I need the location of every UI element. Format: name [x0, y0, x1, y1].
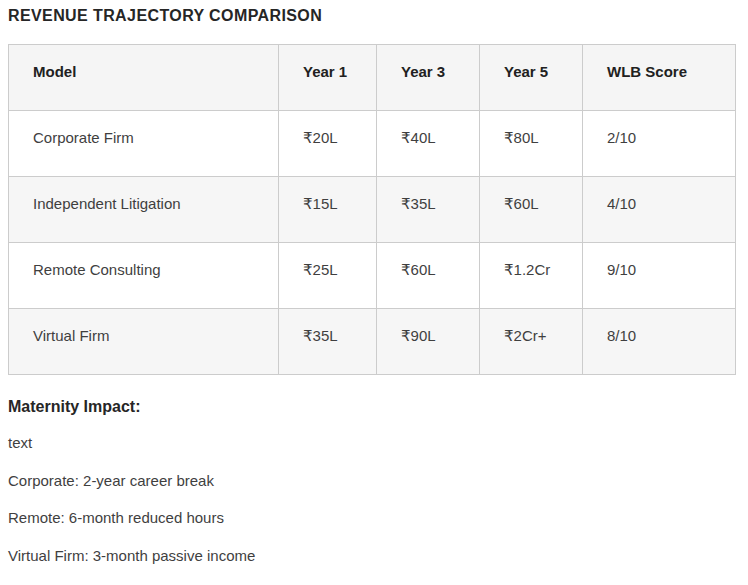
cell-wlb-score: 9/10 — [583, 243, 736, 309]
table-row: Virtual Firm ₹35L ₹90L ₹2Cr+ 8/10 — [9, 309, 736, 375]
cell-year5: ₹80L — [480, 111, 583, 177]
column-header-wlb-score: WLB Score — [583, 45, 736, 111]
column-header-year1: Year 1 — [279, 45, 377, 111]
table-body: Corporate Firm ₹20L ₹40L ₹80L 2/10 Indep… — [9, 111, 736, 375]
maternity-impact-heading: Maternity Impact: — [8, 397, 740, 417]
column-header-year5: Year 5 — [480, 45, 583, 111]
cell-year5: ₹2Cr+ — [480, 309, 583, 375]
column-header-year3: Year 3 — [377, 45, 480, 111]
table-row: Independent Litigation ₹15L ₹35L ₹60L 4/… — [9, 177, 736, 243]
cell-year1: ₹15L — [279, 177, 377, 243]
table-header: Model Year 1 Year 3 Year 5 WLB Score — [9, 45, 736, 111]
maternity-impact-line: text — [8, 433, 740, 453]
cell-year3: ₹60L — [377, 243, 480, 309]
cell-year3: ₹40L — [377, 111, 480, 177]
column-header-model: Model — [9, 45, 279, 111]
cell-year1: ₹35L — [279, 309, 377, 375]
cell-model: Corporate Firm — [9, 111, 279, 177]
table-row: Remote Consulting ₹25L ₹60L ₹1.2Cr 9/10 — [9, 243, 736, 309]
cell-year3: ₹35L — [377, 177, 480, 243]
cell-model: Remote Consulting — [9, 243, 279, 309]
cell-year5: ₹60L — [480, 177, 583, 243]
cell-wlb-score: 2/10 — [583, 111, 736, 177]
cell-year3: ₹90L — [377, 309, 480, 375]
maternity-impact-line: Corporate: 2-year career break — [8, 471, 740, 491]
revenue-comparison-table: Model Year 1 Year 3 Year 5 WLB Score Cor… — [8, 44, 736, 375]
cell-wlb-score: 8/10 — [583, 309, 736, 375]
cell-model: Virtual Firm — [9, 309, 279, 375]
table-row: Corporate Firm ₹20L ₹40L ₹80L 2/10 — [9, 111, 736, 177]
cell-model: Independent Litigation — [9, 177, 279, 243]
page-content: REVENUE TRAJECTORY COMPARISON Model Year… — [0, 0, 748, 565]
cell-year5: ₹1.2Cr — [480, 243, 583, 309]
maternity-impact-line: Virtual Firm: 3-month passive income — [8, 546, 740, 566]
cell-year1: ₹20L — [279, 111, 377, 177]
cell-year1: ₹25L — [279, 243, 377, 309]
cell-wlb-score: 4/10 — [583, 177, 736, 243]
page-title: REVENUE TRAJECTORY COMPARISON — [8, 6, 740, 25]
maternity-impact-line: Remote: 6-month reduced hours — [8, 508, 740, 528]
header-row: Model Year 1 Year 3 Year 5 WLB Score — [9, 45, 736, 111]
